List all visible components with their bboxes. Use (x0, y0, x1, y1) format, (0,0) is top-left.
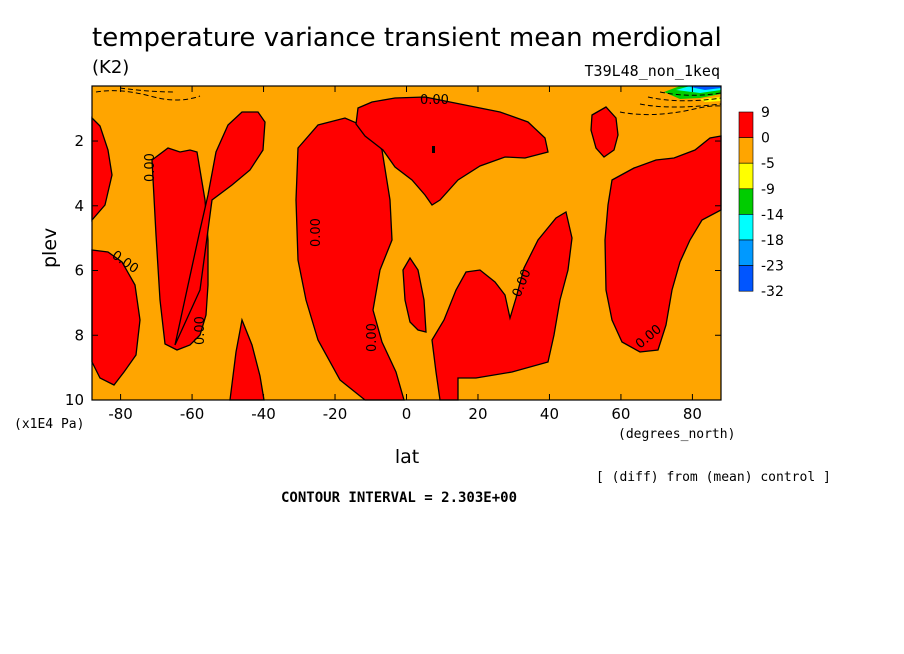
contour-label: 0.00 (420, 93, 449, 108)
colorbar-label: 9 (761, 105, 770, 121)
x-tick-label: 40 (540, 405, 559, 423)
region-north-mid (431, 210, 573, 401)
colorbar-swatch (738, 137, 754, 164)
x-axis-units: (degrees_north) (618, 427, 735, 442)
x-tick-label: -80 (108, 405, 133, 423)
colorbar-label: -14 (761, 207, 784, 223)
y-axis-label: plev (39, 228, 61, 268)
colorbar-label: 0 (761, 131, 770, 147)
colorbar-label: -9 (761, 182, 775, 198)
y-tick-label: 6 (74, 262, 84, 280)
contour-labels: 0.00 0.00 0.00 0.00 0.00 0.00 0.00 0.00 (109, 93, 665, 352)
colorbar-label: -23 (761, 259, 784, 275)
polar-dashed-3 (659, 91, 722, 96)
polar-blue-band (690, 86, 721, 90)
colorbar-swatch (738, 111, 754, 138)
colorbar: 9 0 -5 -9 -14 -18 -23 -32 (738, 105, 784, 300)
chart-title: temperature variance transient mean merd… (92, 23, 722, 53)
region-upper-tongue (174, 111, 266, 346)
x-tick-label: 0 (402, 405, 412, 423)
polar-dashed-1 (639, 103, 722, 108)
contour-label: 0.00 (193, 316, 208, 345)
colorbar-label: -18 (761, 233, 784, 249)
colorbar-swatch (738, 214, 754, 241)
x-tick-label: 60 (611, 405, 630, 423)
contour-interval: CONTOUR INTERVAL = 2.303E+00 (281, 490, 517, 506)
dashed-contour-top-left-2 (119, 87, 176, 93)
polar-dashed-2 (647, 96, 722, 102)
region-north-column (604, 135, 722, 353)
footnote: [ (diff) from (mean) control ] (596, 470, 831, 485)
x-tick-label: -20 (323, 405, 348, 423)
polar-dashed-4 (619, 105, 722, 116)
plot-area: 0.00 0.00 0.00 0.00 0.00 0.00 0.00 0.00 (91, 85, 722, 401)
y-axis-units: (x1E4 Pa) (14, 417, 84, 432)
polar-upper-contours (619, 86, 722, 116)
contour-label: 0.00 (143, 153, 158, 182)
y-tick-label: 2 (74, 132, 84, 150)
x-axis-label: lat (395, 446, 419, 468)
x-axis: -80 -60 -40 -20 0 20 40 60 80 (108, 86, 702, 423)
dashed-contour-top-left (95, 90, 201, 101)
contour-mark (432, 146, 435, 153)
colorbar-label: -32 (761, 284, 784, 300)
region-far-south-lower (91, 249, 141, 386)
y-tick-label: 10 (65, 391, 84, 409)
region-north-small (590, 106, 619, 158)
x-tick-label: 80 (683, 405, 702, 423)
colorbar-label: -5 (761, 156, 775, 172)
y-tick-label: 8 (74, 326, 84, 344)
y-tick-label: 4 (74, 197, 84, 215)
colorbar-swatch (738, 162, 754, 190)
run-label: T39L48_non_1keq (585, 62, 720, 80)
region-equator-upper (355, 96, 549, 206)
chart-units: (K2) (92, 57, 129, 78)
x-tick-label: -60 (180, 405, 205, 423)
colorbar-swatch (738, 188, 754, 215)
colorbar-swatch (738, 239, 754, 266)
colorbar-swatch (738, 265, 754, 292)
x-tick-label: -40 (251, 405, 276, 423)
positive-regions (91, 96, 722, 401)
y-axis: 2 4 6 8 10 (65, 132, 721, 409)
contour-label: 0.00 (309, 218, 324, 247)
contour-label: 0.00 (365, 323, 380, 352)
x-tick-label: 20 (468, 405, 487, 423)
region-equator-blob (402, 256, 427, 333)
